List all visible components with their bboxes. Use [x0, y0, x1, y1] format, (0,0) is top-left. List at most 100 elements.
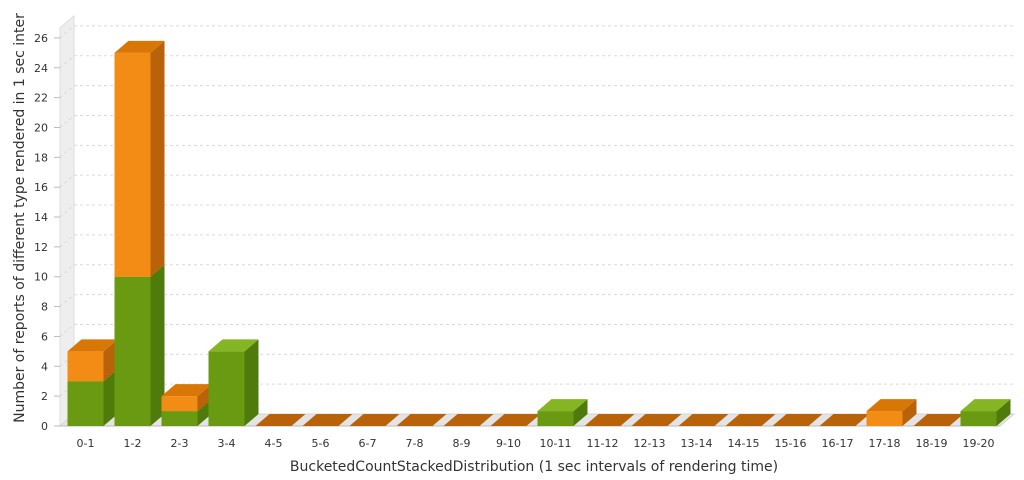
bar-side [150, 40, 165, 277]
x-tick-label: 7-8 [406, 437, 424, 450]
x-tick-label: 10-11 [540, 437, 572, 450]
y-tick-label: 16 [34, 181, 48, 194]
y-tick-label: 26 [34, 32, 48, 45]
x-tick-label: 5-6 [312, 437, 330, 450]
y-tick-label: 0 [41, 420, 48, 433]
bar-front [208, 351, 245, 426]
gridlines [59, 25, 1014, 397]
bar-segment [114, 264, 165, 426]
x-axis-label: BucketedCountStackedDistribution (1 sec … [290, 459, 778, 475]
bar-top [114, 40, 165, 53]
bar-top [67, 339, 118, 352]
x-tick-label: 4-5 [265, 437, 283, 450]
x-tick-label: 11-12 [587, 437, 619, 450]
bar-top [960, 399, 1011, 412]
bar-top [678, 414, 729, 426]
bar-side [902, 399, 917, 426]
chart-wall [58, 14, 1016, 428]
bar-top [396, 414, 447, 426]
bar-segment [960, 399, 1011, 426]
bar-top [490, 414, 541, 426]
bar-side [573, 399, 588, 426]
x-tick-label: 9-10 [496, 437, 521, 450]
bar-top [819, 414, 870, 426]
y-tick-label: 22 [34, 92, 48, 105]
bar-front [114, 52, 151, 277]
bar-zero-cap [302, 414, 353, 426]
x-tick-label: 1-2 [124, 437, 142, 450]
bar-top [443, 414, 494, 426]
y-tick-label: 4 [41, 360, 48, 373]
bar-zero-cap [819, 414, 870, 426]
bar-segment [866, 399, 917, 426]
bar-top [208, 339, 259, 352]
bar-top [631, 414, 682, 426]
bar-zero-cap [443, 414, 494, 426]
x-tick-label: 19-20 [963, 437, 995, 450]
bar-top [725, 414, 776, 426]
bar-zero-cap [396, 414, 447, 426]
bar-top [584, 414, 635, 426]
x-tick-label: 15-16 [775, 437, 807, 450]
y-tick-label: 20 [34, 121, 48, 134]
bar-zero-cap [725, 414, 776, 426]
bar-zero-cap [631, 414, 682, 426]
x-axis-ticks: 0-1 1-2 2-3 3-4 4-5 5-6 6-7 7-8 8-9 9-10 10-11 11-1… [77, 437, 995, 450]
y-tick-label: 10 [34, 271, 48, 284]
bar-top [255, 414, 306, 426]
bar-top [866, 399, 917, 412]
x-tick-label: 16-17 [822, 437, 854, 450]
bar-side [244, 339, 259, 426]
bar-front [960, 411, 997, 426]
x-tick-label: 2-3 [171, 437, 189, 450]
bar-front [67, 351, 104, 382]
bar-side [103, 369, 118, 426]
x-tick-label: 13-14 [681, 437, 713, 450]
bar-top [349, 414, 400, 426]
bar-side [103, 339, 118, 382]
bar-front [161, 396, 198, 412]
bar-zero-cap [772, 414, 823, 426]
bar-segment [208, 339, 259, 426]
y-tick-label: 12 [34, 241, 48, 254]
bars [67, 40, 1011, 426]
bar-zero-cap [255, 414, 306, 426]
y-tick-label: 2 [41, 390, 48, 403]
bar-side [150, 264, 165, 426]
bar-front [114, 276, 151, 426]
bar-side [197, 399, 212, 426]
x-tick-label: 18-19 [916, 437, 948, 450]
bar-top [772, 414, 823, 426]
y-tick-label: 14 [34, 211, 48, 224]
x-tick-label: 12-13 [634, 437, 666, 450]
x-tick-label: 14-15 [728, 437, 760, 450]
bar-front [161, 411, 198, 426]
bar-zero-cap [584, 414, 635, 426]
bar-segment [161, 384, 212, 412]
bar-top [161, 384, 212, 397]
bar-front [67, 381, 104, 426]
bar-zero-cap [490, 414, 541, 426]
bar-zero-cap [678, 414, 729, 426]
y-tick-label: 24 [34, 62, 48, 75]
bar-top [302, 414, 353, 426]
x-tick-label: 0-1 [77, 437, 95, 450]
bar-side [197, 384, 212, 412]
bar-front [537, 411, 574, 426]
bar-zero-cap [349, 414, 400, 426]
bar-top [537, 399, 588, 412]
bar-side [996, 399, 1011, 426]
bar-top [913, 414, 964, 426]
y-tick-label: 18 [34, 151, 48, 164]
x-tick-label: 3-4 [218, 437, 236, 450]
x-tick-label: 8-9 [453, 437, 471, 450]
bar-front [866, 411, 903, 426]
x-tick-label: 17-18 [869, 437, 901, 450]
bar-segment [67, 339, 118, 382]
bar-segment [114, 40, 165, 277]
y-axis-label: Number of reports of different type rend… [12, 13, 28, 423]
y-tick-label: 8 [41, 301, 48, 314]
bar-zero-cap [913, 414, 964, 426]
